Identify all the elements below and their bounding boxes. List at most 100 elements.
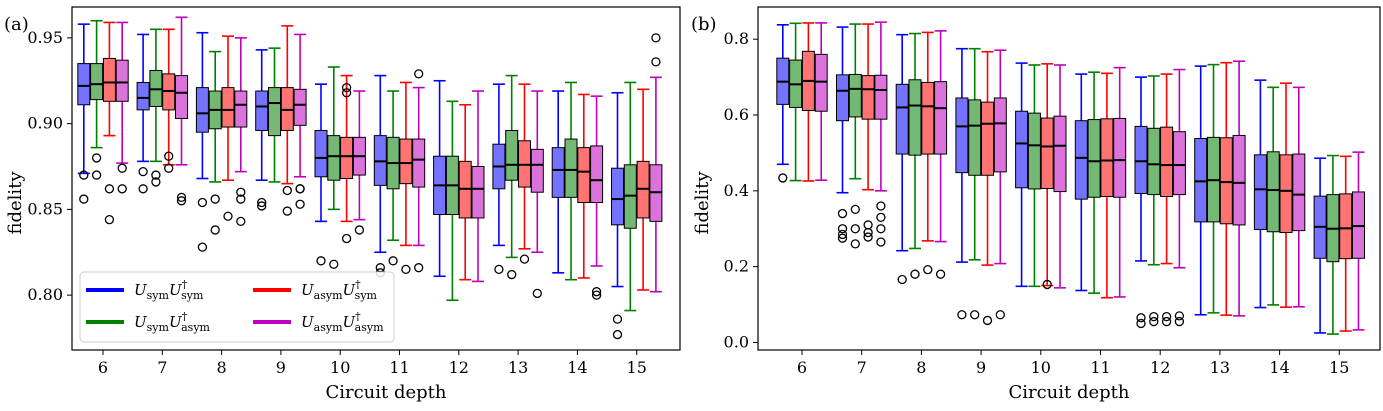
outlier-point xyxy=(863,232,873,242)
box-a-s0-d13 xyxy=(492,83,506,275)
box-body xyxy=(115,59,129,102)
outlier-point xyxy=(778,173,788,183)
box-a-s2-d14 xyxy=(577,93,591,279)
outlier-point xyxy=(935,269,946,279)
box-a-s1-d15 xyxy=(623,81,637,312)
box-b-s0-d13 xyxy=(1194,65,1208,316)
box-body xyxy=(234,90,248,128)
box-a-s2-d10 xyxy=(340,74,354,244)
ytick-label: 0.90 xyxy=(27,114,63,133)
box-a-s1-d13 xyxy=(505,74,519,280)
xtick-label: 6 xyxy=(797,358,807,377)
box-a-s0-d9 xyxy=(255,49,269,211)
box-body xyxy=(505,129,519,181)
box-body xyxy=(1266,151,1280,233)
box-body xyxy=(955,97,969,174)
outlier-point xyxy=(164,163,174,173)
xtick-label: 12 xyxy=(1150,358,1170,377)
outlier-point xyxy=(651,57,661,67)
box-body xyxy=(1147,127,1161,196)
legend-box xyxy=(79,271,395,343)
outlier-point xyxy=(494,264,504,275)
box-body xyxy=(1194,138,1208,223)
box-body xyxy=(861,75,875,120)
box-b-s1-d8 xyxy=(908,32,922,279)
xtick-label: 8 xyxy=(916,358,926,377)
ytick-label: 0.2 xyxy=(724,257,749,276)
xtick-label: 14 xyxy=(567,358,587,377)
box-a-s0-d11 xyxy=(373,74,387,278)
outlier-point xyxy=(1042,279,1052,290)
outlier-point xyxy=(117,184,127,194)
box-body xyxy=(340,136,354,179)
box-body xyxy=(611,167,624,226)
box-a-s2-d13 xyxy=(518,83,531,264)
panel-a-frame xyxy=(71,6,681,351)
box-body xyxy=(577,147,591,204)
outlier-point xyxy=(138,166,148,177)
outlier-point xyxy=(151,170,161,180)
box-b-s2-d9 xyxy=(981,50,994,326)
box-body xyxy=(221,87,235,128)
box-body xyxy=(1074,120,1088,200)
outlier-point xyxy=(295,184,305,194)
box-body xyxy=(836,74,849,122)
panel-a-xlabel: Circuit depth xyxy=(325,382,446,403)
outlier-point xyxy=(957,310,967,320)
box-body xyxy=(268,87,281,137)
ytick-label: 0.0 xyxy=(724,332,749,351)
box-a-s1-d14 xyxy=(564,81,578,281)
outlier-point xyxy=(591,287,602,297)
outlier-point xyxy=(1174,316,1185,327)
outlier-point xyxy=(837,229,848,240)
box-a-s3-d13 xyxy=(530,90,544,299)
box-body xyxy=(1113,117,1127,198)
legend-label-sym-sym: UsymU† sym xyxy=(134,278,204,302)
outlier-point xyxy=(91,153,102,163)
panel-b-plot: 0.0 0.2 0.4 0.6 0.8 6 7 8 9 10 11 12 13 14 15 xyxy=(724,21,1365,377)
box-body xyxy=(1053,115,1067,193)
outlier-point xyxy=(295,199,305,209)
box-b-s3-d9 xyxy=(993,49,1007,320)
outlier-point xyxy=(164,151,174,161)
ytick-label: 0.8 xyxy=(724,29,749,48)
box-body xyxy=(590,145,604,204)
outlier-point xyxy=(341,233,352,244)
box-b-s3-d15 xyxy=(1352,151,1365,331)
panel-b: (b) fidelity Circuit depth 0.00.20.40.60… xyxy=(691,6,1381,403)
outlier-point xyxy=(1149,316,1159,327)
outlier-point xyxy=(257,201,267,211)
box-b-s2-d7 xyxy=(861,23,875,242)
box-b-s2-d11 xyxy=(1100,72,1114,299)
outlier-point xyxy=(236,187,246,197)
box-b-s1-d13 xyxy=(1207,63,1220,314)
outlier-point xyxy=(612,329,623,340)
box-b-s3-d13 xyxy=(1232,60,1246,317)
outlier-point xyxy=(316,256,326,266)
box-b-s0-d9 xyxy=(955,47,969,320)
box-b-s0-d12 xyxy=(1134,76,1148,329)
box-a-s1-d10 xyxy=(327,66,341,269)
outlier-point xyxy=(1174,311,1185,321)
outlier-point xyxy=(104,184,115,194)
box-body xyxy=(993,97,1007,173)
box-b-s3-d6 xyxy=(814,22,828,182)
outlier-point xyxy=(197,197,208,208)
box-a-s1-d12 xyxy=(445,100,459,302)
box-a-s0-d15 xyxy=(611,91,624,340)
box-body xyxy=(136,81,150,111)
outlier-point xyxy=(1161,316,1172,327)
outlier-point xyxy=(837,233,848,243)
outlier-point xyxy=(982,315,993,326)
xtick-label: 8 xyxy=(217,358,227,377)
xtick-label: 6 xyxy=(98,358,108,377)
outlier-point xyxy=(591,290,602,300)
box-b-s1-d11 xyxy=(1087,71,1101,294)
outlier-point xyxy=(79,194,89,204)
box-a-s3-d8 xyxy=(234,37,248,227)
outlier-point xyxy=(923,265,933,275)
outlier-point xyxy=(850,204,860,215)
box-a-s3-d7 xyxy=(175,16,188,206)
xtick-label: 7 xyxy=(857,358,867,377)
